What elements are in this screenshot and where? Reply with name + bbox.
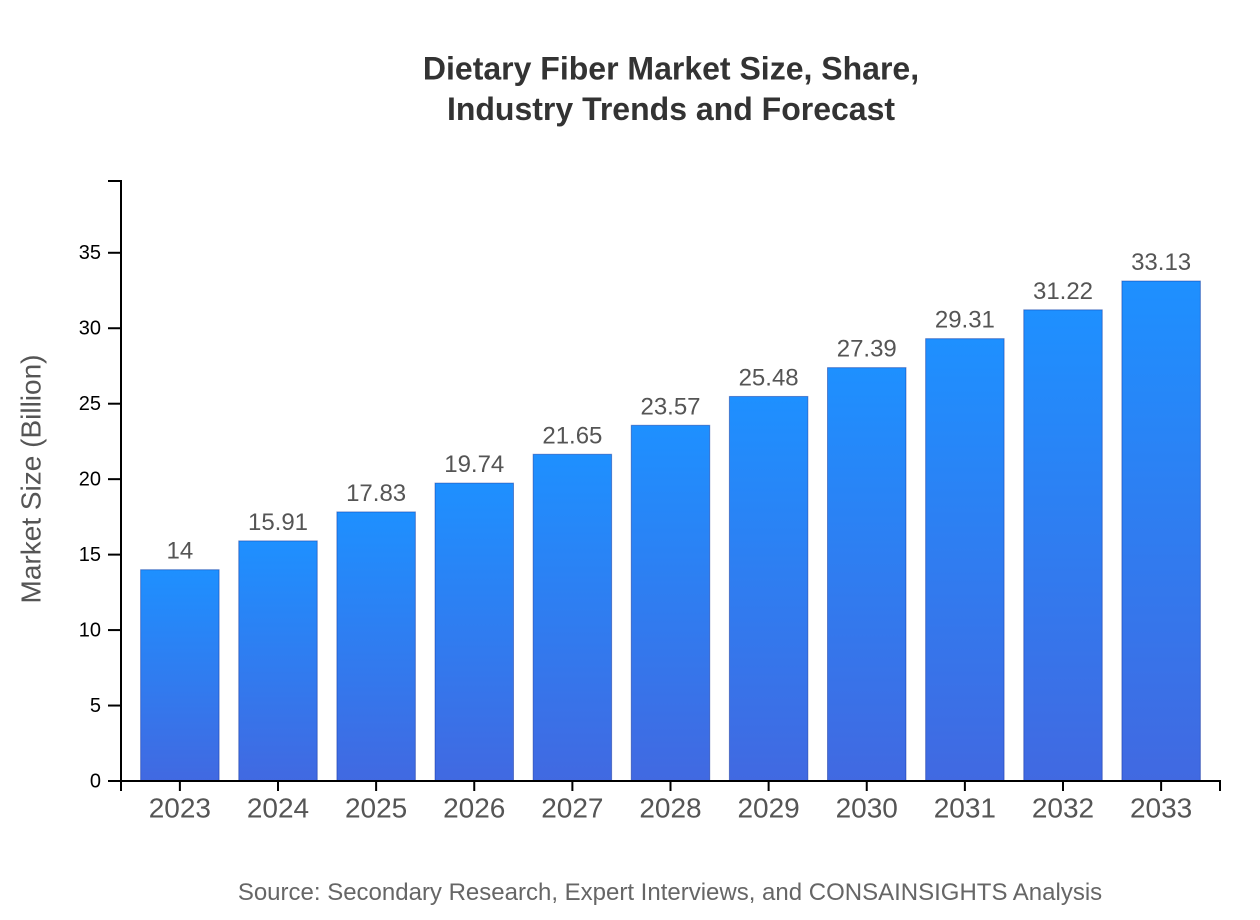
svg-text:33.13: 33.13 bbox=[1131, 249, 1191, 276]
svg-text:10: 10 bbox=[79, 619, 101, 641]
svg-text:2031: 2031 bbox=[934, 793, 996, 824]
svg-text:23.57: 23.57 bbox=[640, 393, 700, 420]
svg-text:2025: 2025 bbox=[345, 793, 407, 824]
svg-text:35: 35 bbox=[79, 242, 101, 264]
svg-text:25: 25 bbox=[79, 393, 101, 415]
svg-text:0: 0 bbox=[90, 770, 101, 792]
svg-text:2026: 2026 bbox=[443, 793, 505, 824]
svg-text:Dietary Fiber Market Size, Sha: Dietary Fiber Market Size, Share, bbox=[423, 51, 919, 87]
svg-text:2029: 2029 bbox=[737, 793, 799, 824]
svg-text:29.31: 29.31 bbox=[935, 307, 995, 334]
svg-text:2033: 2033 bbox=[1130, 793, 1192, 824]
svg-text:20: 20 bbox=[79, 469, 101, 491]
svg-text:Market Size (Billion): Market Size (Billion) bbox=[15, 355, 46, 604]
svg-text:2023: 2023 bbox=[149, 793, 211, 824]
svg-text:2030: 2030 bbox=[836, 793, 898, 824]
svg-text:25.48: 25.48 bbox=[739, 364, 799, 391]
svg-text:21.65: 21.65 bbox=[542, 422, 602, 449]
svg-text:5: 5 bbox=[90, 695, 101, 717]
svg-text:2024: 2024 bbox=[247, 793, 309, 824]
svg-text:15.91: 15.91 bbox=[248, 509, 308, 536]
svg-text:30: 30 bbox=[79, 318, 101, 340]
svg-text:17.83: 17.83 bbox=[346, 480, 406, 507]
svg-text:31.22: 31.22 bbox=[1033, 278, 1093, 305]
svg-text:2027: 2027 bbox=[541, 793, 603, 824]
svg-text:2032: 2032 bbox=[1032, 793, 1094, 824]
svg-text:15: 15 bbox=[79, 544, 101, 566]
svg-text:Industry Trends and Forecast: Industry Trends and Forecast bbox=[447, 91, 895, 127]
svg-text:2028: 2028 bbox=[639, 793, 701, 824]
svg-text:19.74: 19.74 bbox=[444, 451, 504, 478]
svg-text:14: 14 bbox=[167, 538, 194, 565]
svg-text:27.39: 27.39 bbox=[837, 336, 897, 363]
svg-text:Source: Secondary Research, Ex: Source: Secondary Research, Expert Inter… bbox=[238, 879, 1102, 906]
